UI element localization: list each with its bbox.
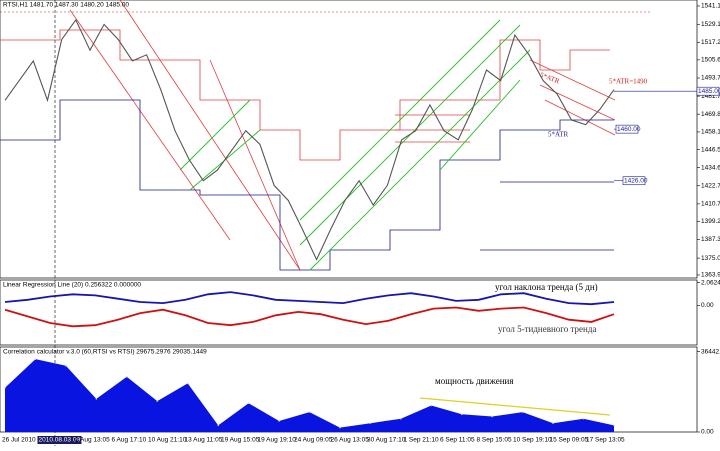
x-tick-label: 26 Aug 13:05 (331, 437, 370, 444)
data-point (156, 400, 159, 402)
x-tick-label: 24 Aug 09:05 (294, 437, 333, 444)
x-tick-label: 19 Aug 15:05 (221, 437, 260, 444)
indicator-panel (0, 279, 698, 346)
data-line (4, 18, 615, 261)
data-point (278, 420, 280, 422)
y-tick-label: 1446.5 (701, 146, 720, 153)
annotation: угол наклона тренда (5 дн) (495, 282, 598, 292)
data-point (582, 417, 585, 420)
y-tick-label: 1399.25 (701, 218, 720, 225)
data-point (186, 382, 189, 385)
x-tick-label: 2 Aug 13:05 (75, 437, 110, 444)
data-point (339, 426, 341, 429)
data-line (4, 306, 615, 328)
x-tick-label: 2010.08.03 09:05 (39, 437, 90, 444)
red-channels (0, 0, 616, 271)
x-tick-label: 10 Aug 21:10 (148, 437, 187, 444)
indicator-title: Linear Regression Line (20) 0.256322 0.0… (3, 282, 141, 289)
data-point (613, 424, 615, 427)
data-line (4, 291, 615, 306)
green-channels (179, 19, 531, 271)
y-tick-label: 1517.2 (701, 39, 720, 46)
data-point (552, 422, 554, 424)
data-point (126, 376, 128, 378)
x-tick-label: 19 Aug 19:10 (258, 437, 297, 444)
x-tick-label: 30 Aug 17:10 (367, 437, 406, 444)
annotation: 5*ATR=1490 (609, 78, 648, 86)
x-tick-label: 26 Jul 2010 (2, 437, 36, 444)
data-point (95, 398, 98, 400)
main-panel (0, 0, 698, 279)
blue-levels (0, 99, 614, 271)
x-tick-label: 13 Aug 11:05 (185, 437, 223, 444)
y-tick-label: 1387.35 (701, 236, 720, 243)
data-point (308, 411, 311, 413)
y-tick-label: 1541.15 (701, 3, 720, 10)
y-tick-label: 1458.15 (701, 129, 720, 136)
y-tick-label: 1469.85 (701, 111, 720, 118)
data-area (5, 359, 614, 432)
data-point (247, 402, 250, 405)
trend-line (419, 397, 611, 416)
y-tick-label: 1410.75 (701, 201, 720, 208)
x-tick-label: 8 Sep 15:05 (477, 437, 512, 444)
y-tick-label: 1493.7 (701, 75, 720, 82)
data-point (491, 415, 494, 418)
price-box (615, 124, 639, 134)
data-point (217, 424, 219, 427)
y-tick-label: 0.00 (701, 302, 714, 309)
price-label: 1426.00 (624, 177, 648, 184)
x-tick-label: 6 Aug 17:10 (112, 437, 147, 444)
price-label: 1485.00 (698, 88, 720, 95)
x-tick-label: 15 Sep 09:05 (550, 437, 589, 444)
x-tick-label: 17 Sep 13:05 (586, 437, 625, 444)
x-tick-label: 10 Sep 19:10 (513, 437, 552, 444)
y-tick-label: 1505.65 (701, 57, 720, 64)
data-point (34, 358, 37, 360)
y-tick-label: 2.06244 (701, 279, 720, 286)
price-box (622, 176, 646, 186)
annotation: мощность движения (435, 376, 513, 386)
annotation: 5*ATR (548, 131, 569, 139)
annotation: угол 5-тидневного тренда (498, 324, 596, 334)
data-point (430, 404, 433, 407)
data-point (400, 417, 402, 420)
y-tick-label: 36442.21 (701, 348, 720, 355)
y-tick-label: 1529.1 (701, 21, 720, 28)
y-tick-label: 1375.00 (701, 255, 720, 262)
y-tick-label: 1434.6 (701, 164, 720, 171)
y-tick-label: 1363.90 (701, 272, 720, 279)
correlation-title: Correlation calculator v.3.0 (60,RTSI vs… (3, 349, 207, 356)
x-tick-label: 1 Sep 21:10 (404, 437, 439, 444)
data-point (460, 413, 463, 416)
chart-title: RTSI,H1 1481.70 1487.30 1480.20 1485.00 (3, 2, 129, 9)
data-point (369, 422, 372, 424)
price-box (696, 86, 720, 96)
y-tick-label: 0.00 (701, 429, 714, 436)
x-tick-label: 6 Sep 11:05 (440, 437, 475, 444)
data-point (4, 387, 6, 389)
cursor-box (37, 436, 82, 444)
data-point (521, 411, 524, 413)
data-point (65, 364, 67, 367)
y-tick-label: 1422.7 (701, 182, 720, 189)
price-label: 1460.00 (617, 126, 641, 133)
y-tick-label: 1481.75 (701, 93, 720, 100)
